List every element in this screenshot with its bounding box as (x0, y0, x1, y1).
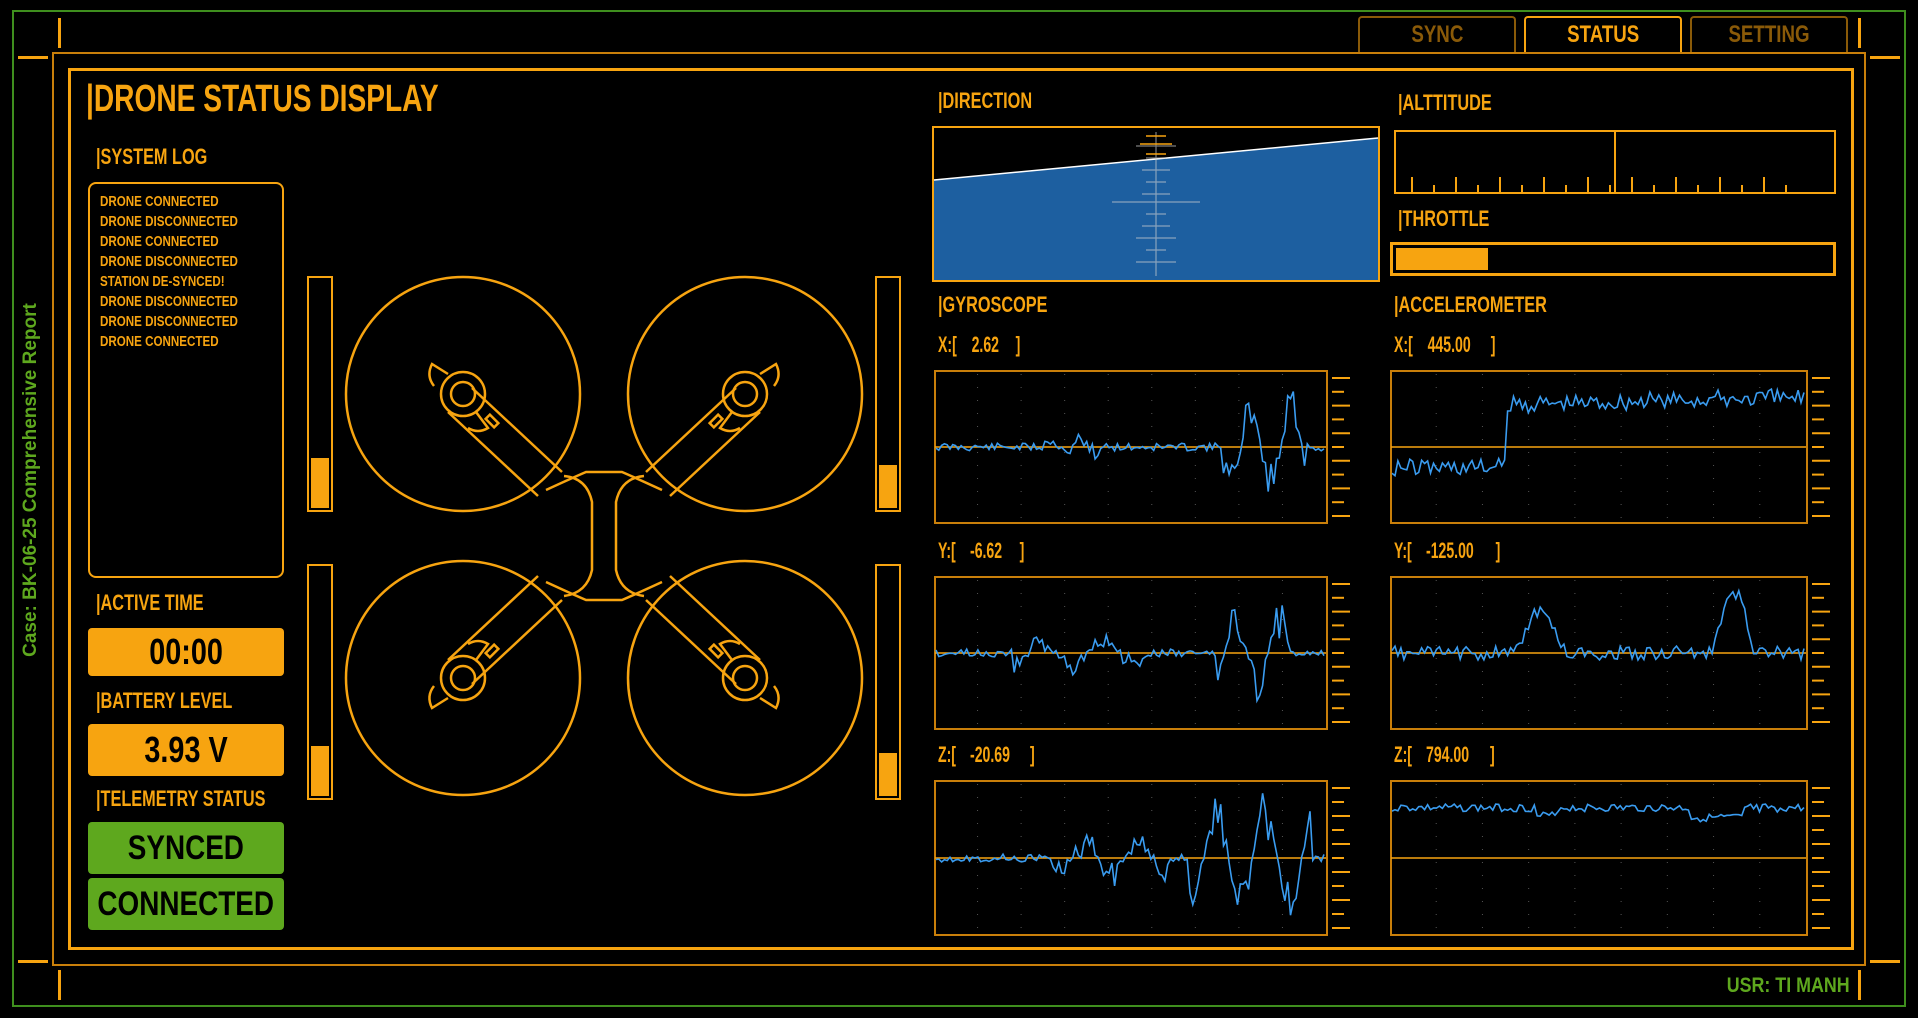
case-label-wrap: Case: BK-06-25 Comprehensive Report (20, 280, 44, 680)
rotor-rear-left (344, 559, 582, 797)
accel-z-value: 794.00 (1426, 742, 1470, 767)
signal-trace (1391, 386, 1805, 478)
telemetry-heading: |TELEMETRY STATUS (96, 786, 266, 811)
gyro-x-label: X:[ 2.62 ] (938, 332, 1020, 357)
gyro-x-plot (934, 370, 1350, 524)
active-time-heading: |ACTIVE TIME (96, 590, 204, 615)
direction-indicator (932, 126, 1380, 282)
altitude-heading: |ALTTITUDE (1398, 90, 1492, 115)
motor-fill (311, 745, 329, 796)
connection-status: CONNECTED (88, 878, 284, 930)
drone-diagram (344, 275, 864, 797)
log-entry: DRONE CONNECTED (100, 194, 219, 210)
rotor-front-right (626, 275, 864, 513)
log-entry: DRONE DISCONNECTED (100, 214, 238, 230)
rotor-front-left (344, 275, 582, 513)
motor-fill (879, 464, 897, 508)
gyro-z-plot (934, 780, 1350, 936)
throttle-bar (1390, 242, 1836, 276)
system-log-heading: |SYSTEM LOG (96, 144, 208, 169)
user-label: USR: TI MANH (1727, 974, 1850, 997)
accelerometer-heading: |ACCELEROMETER (1394, 292, 1547, 317)
rotor-rear-right (626, 559, 864, 797)
signal-trace (1391, 802, 1805, 823)
altitude-scale (1394, 130, 1836, 194)
signal-trace (935, 391, 1325, 492)
frame-tick (18, 960, 48, 963)
throttle-heading: |THROTTLE (1398, 206, 1490, 231)
frame-tick (1870, 960, 1900, 963)
gyro-y-plot (934, 576, 1350, 730)
gyro-x-value: 2.62 (971, 332, 999, 357)
accel-x-label: X:[ 445.00 ] (1394, 332, 1496, 357)
arm-front-left (428, 362, 563, 497)
motor-bar-front-right (875, 276, 901, 512)
frame-tick (1870, 56, 1900, 59)
sync-status: SYNCED (88, 822, 284, 874)
arm-rear-right (645, 575, 780, 710)
signal-trace (935, 605, 1325, 704)
accel-x-plot (1390, 370, 1830, 524)
arm-front-right (645, 362, 780, 497)
accel-z-label: Z:[ 794.00 ] (1394, 742, 1495, 767)
signal-trace (935, 793, 1325, 916)
log-entry: DRONE DISCONNECTED (100, 294, 238, 310)
motor-fill (311, 457, 329, 508)
gyro-y-value: -6.62 (969, 538, 1003, 563)
gyro-z-label: Z:[ -20.69 ] (938, 742, 1035, 767)
pitch-ladder (1112, 132, 1200, 276)
motor-bar-rear-right (875, 564, 901, 800)
log-entry: DRONE DISCONNECTED (100, 314, 238, 330)
accel-x-value: 445.00 (1427, 332, 1471, 357)
system-log[interactable]: DRONE CONNECTED DRONE DISCONNECTED DRONE… (88, 182, 284, 578)
direction-heading: |DIRECTION (938, 88, 1033, 113)
inner-frame (68, 68, 1854, 950)
accel-y-label: Y:[ -125.00 ] (1394, 538, 1501, 563)
log-entry: DRONE CONNECTED (100, 334, 219, 350)
tab-sync[interactable]: SYNC (1358, 16, 1516, 52)
heading-marker (1140, 135, 1172, 155)
gyro-z-value: -20.69 (970, 742, 1011, 767)
page-title: |DRONE STATUS DISPLAY (86, 78, 439, 120)
case-label: Case: BK-06-25 Comprehensive Report (20, 303, 41, 657)
tab-setting[interactable]: SETTING (1690, 16, 1848, 52)
drone-body (563, 474, 594, 598)
log-entry: DRONE DISCONNECTED (100, 254, 238, 270)
frame-tick (1858, 970, 1861, 1000)
battery-heading: |BATTERY LEVEL (96, 688, 233, 713)
active-time-value: 00:00 (88, 628, 284, 676)
gyro-y-label: Y:[ -6.62 ] (938, 538, 1025, 563)
log-entry: STATION DE-SYNCED! (100, 274, 225, 290)
motor-bar-rear-left (307, 564, 333, 800)
tab-status[interactable]: STATUS (1524, 16, 1682, 52)
main-frame (52, 52, 1866, 966)
log-entry: DRONE CONNECTED (100, 234, 219, 250)
accel-z-plot (1390, 780, 1830, 936)
motor-fill (879, 752, 897, 796)
arm-rear-left (428, 575, 563, 710)
accel-y-plot (1390, 576, 1830, 730)
frame-tick (18, 56, 48, 59)
outer-frame (12, 10, 1906, 1007)
gyroscope-heading: |GYROSCOPE (938, 292, 1048, 317)
battery-value: 3.93 V (88, 724, 284, 776)
accel-y-value: -125.00 (1425, 538, 1474, 563)
signal-trace (1391, 588, 1805, 663)
frame-tick (58, 970, 61, 1000)
frame-tick (58, 18, 61, 48)
frame-tick (1858, 18, 1861, 48)
throttle-fill (1396, 248, 1488, 270)
motor-bar-front-left (307, 276, 333, 512)
